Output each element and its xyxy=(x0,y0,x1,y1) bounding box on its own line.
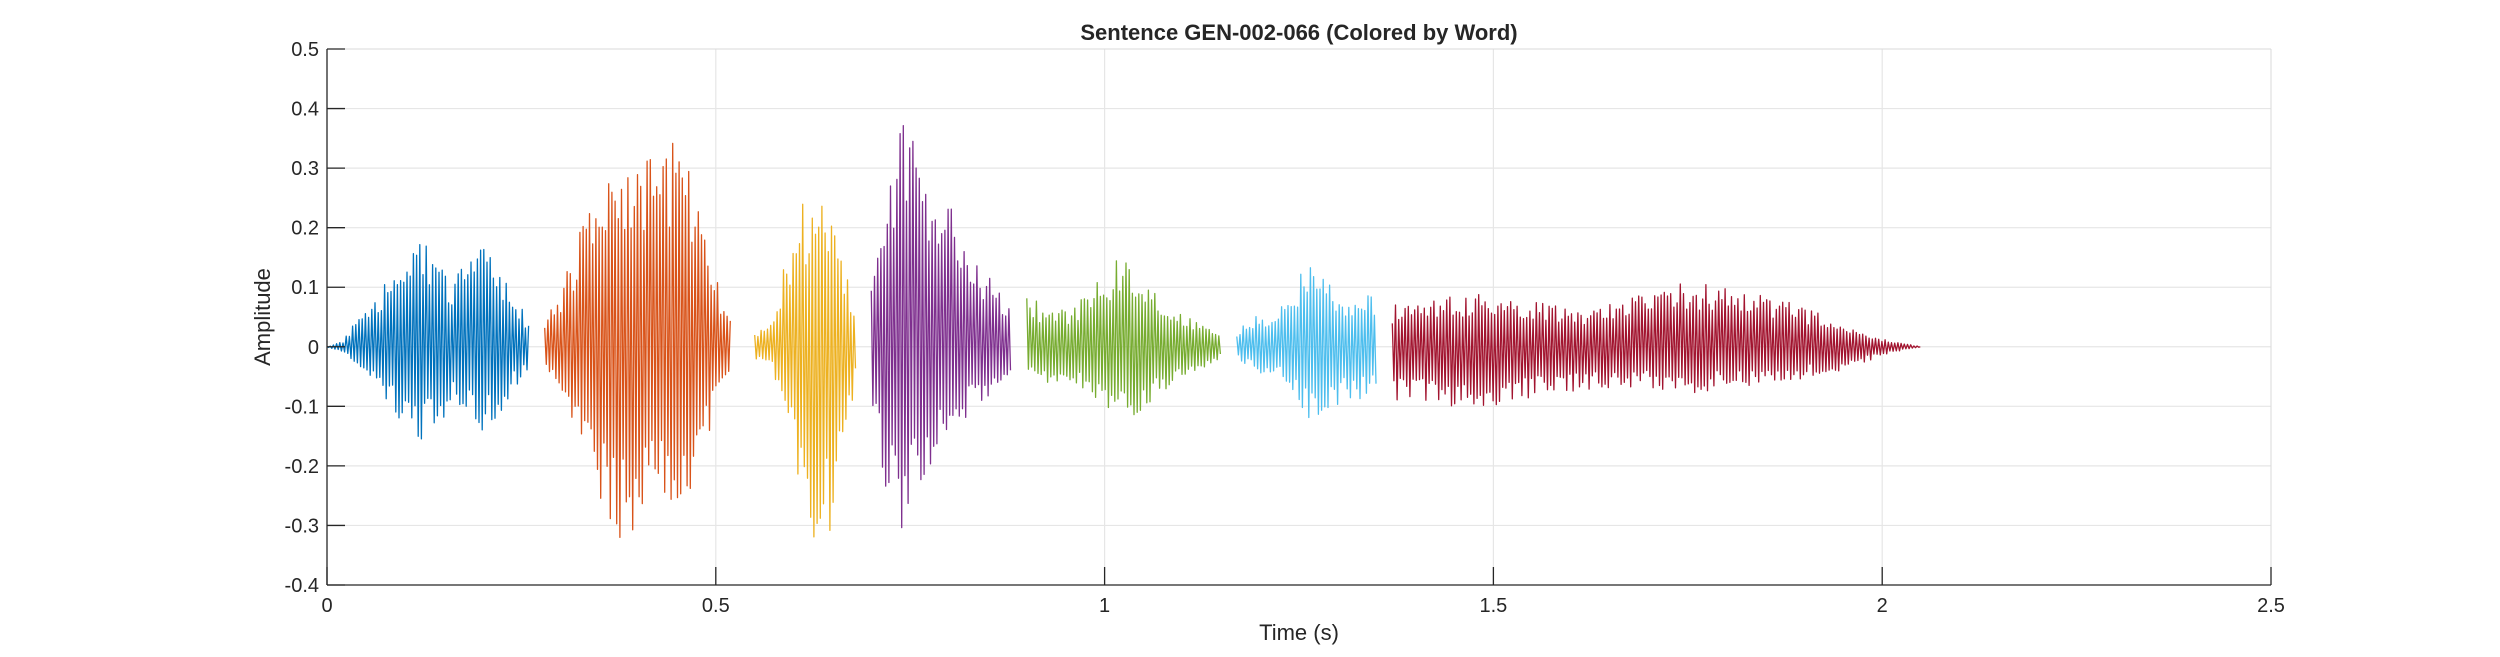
x-tick-label: 1.5 xyxy=(1479,595,1507,617)
x-tick-labels: 0 0.5 1 1.5 2 2.5 xyxy=(321,595,2284,617)
waveform-word-2 xyxy=(544,142,731,539)
waveform-word-6 xyxy=(1236,267,1377,419)
y-tick-label: 0.5 xyxy=(291,39,319,61)
x-tick-label: 0 xyxy=(321,595,332,617)
y-tick-label: -0.2 xyxy=(285,456,319,478)
y-tick-label: 0 xyxy=(308,337,319,359)
y-tick-label: 0.4 xyxy=(291,99,319,121)
y-tick-label: -0.4 xyxy=(285,575,319,597)
y-tick-label: 0.3 xyxy=(291,158,319,180)
waveform-word-3 xyxy=(754,203,857,538)
waveform-word-4 xyxy=(870,125,1012,529)
waveform-word-7 xyxy=(1391,283,1921,407)
chart-title: Sentence GEN-002-066 (Colored by Word) xyxy=(1080,20,1517,45)
waveform-word-5 xyxy=(1026,260,1222,416)
y-tick-label: -0.1 xyxy=(285,396,319,418)
x-tick-label: 2.5 xyxy=(2257,595,2285,617)
waveform-series xyxy=(326,125,1921,539)
y-axis-label: Amplitude xyxy=(250,268,275,366)
x-tick-label: 1 xyxy=(1099,595,1110,617)
y-tick-label: 0.2 xyxy=(291,218,319,240)
y-tick-label: -0.3 xyxy=(285,515,319,537)
y-tick-labels: -0.4 -0.3 -0.2 -0.1 0 0.1 0.2 0.3 0.4 0.5 xyxy=(285,39,319,597)
x-axis-label: Time (s) xyxy=(1259,620,1339,645)
x-tick-label: 0.5 xyxy=(702,595,730,617)
axes xyxy=(326,48,2272,586)
waveform-word-1 xyxy=(326,243,530,440)
x-tick-label: 2 xyxy=(1877,595,1888,617)
y-tick-label: 0.1 xyxy=(291,277,319,299)
